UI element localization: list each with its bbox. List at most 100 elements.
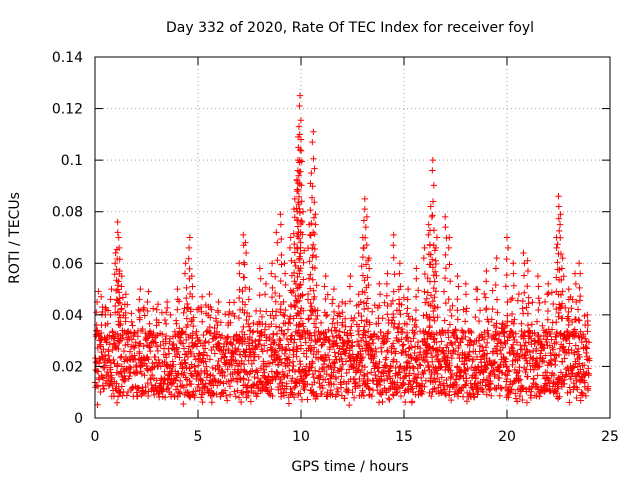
data-point xyxy=(112,249,119,257)
data-point xyxy=(414,355,421,363)
data-point xyxy=(413,357,420,364)
data-point xyxy=(395,320,403,328)
data-point xyxy=(149,305,157,312)
data-point xyxy=(122,309,129,317)
data-point xyxy=(555,193,562,200)
data-point xyxy=(396,260,404,267)
data-point xyxy=(384,270,391,277)
data-point xyxy=(128,310,135,317)
data-point xyxy=(303,372,310,379)
data-point xyxy=(214,309,222,316)
data-point xyxy=(308,220,315,227)
data-point xyxy=(446,234,453,241)
data-point xyxy=(539,322,546,329)
data-point xyxy=(384,302,391,310)
data-point xyxy=(308,245,316,252)
data-point xyxy=(293,176,301,183)
data-point xyxy=(256,265,263,272)
data-point xyxy=(441,317,448,324)
data-point xyxy=(215,339,222,347)
data-point xyxy=(454,295,461,303)
data-point xyxy=(288,335,295,343)
data-point xyxy=(375,399,383,406)
data-point xyxy=(138,370,146,378)
data-point xyxy=(342,358,350,365)
data-point xyxy=(165,345,172,353)
data-point xyxy=(366,340,373,348)
data-point xyxy=(274,257,281,264)
data-point xyxy=(405,360,413,367)
data-point xyxy=(375,320,382,327)
data-point xyxy=(219,369,227,376)
data-point xyxy=(363,300,370,307)
data-point xyxy=(321,376,329,383)
data-point xyxy=(152,339,160,346)
data-point xyxy=(429,212,436,219)
data-point xyxy=(275,361,282,369)
data-point xyxy=(539,355,546,362)
data-point xyxy=(283,380,290,387)
data-point xyxy=(232,393,239,400)
data-point xyxy=(235,369,243,376)
data-point xyxy=(393,358,400,366)
data-point xyxy=(379,315,386,322)
data-point xyxy=(582,343,589,351)
data-point xyxy=(399,342,406,349)
data-point xyxy=(279,343,286,351)
data-point xyxy=(356,375,363,383)
data-point xyxy=(268,368,276,375)
data-point xyxy=(235,346,242,353)
data-point xyxy=(176,377,184,385)
data-point xyxy=(176,354,183,361)
data-point xyxy=(294,273,301,281)
data-point xyxy=(559,254,566,262)
data-point xyxy=(555,203,563,210)
data-point xyxy=(563,371,570,378)
y-tick-label: 0.06 xyxy=(52,256,83,272)
data-point xyxy=(162,320,170,328)
data-point xyxy=(314,312,321,320)
data-point xyxy=(329,296,337,303)
data-point xyxy=(549,319,556,326)
data-point xyxy=(221,353,228,360)
data-point xyxy=(220,380,227,387)
data-point xyxy=(385,368,392,375)
data-point xyxy=(491,371,499,378)
data-point xyxy=(486,386,493,394)
data-point xyxy=(387,300,395,308)
data-point xyxy=(140,306,147,313)
data-point xyxy=(308,303,315,310)
data-point xyxy=(343,369,350,377)
data-point xyxy=(180,400,187,408)
data-point xyxy=(320,360,328,368)
data-point xyxy=(276,324,283,331)
data-point xyxy=(117,369,125,377)
data-point xyxy=(242,239,249,246)
data-point xyxy=(144,367,152,374)
data-point xyxy=(341,315,349,322)
data-point xyxy=(240,231,247,239)
chart-title: Day 332 of 2020, Rate Of TEC Index for r… xyxy=(166,20,534,36)
data-point xyxy=(240,274,248,281)
data-point xyxy=(542,386,550,394)
data-point xyxy=(310,320,318,327)
data-point xyxy=(335,310,343,317)
data-point xyxy=(272,323,280,330)
data-point xyxy=(341,395,348,402)
data-point xyxy=(354,327,362,335)
data-point xyxy=(309,276,316,283)
data-point xyxy=(473,296,481,303)
data-point xyxy=(570,364,578,371)
data-point xyxy=(345,337,353,344)
data-point xyxy=(290,339,298,346)
data-point xyxy=(306,258,313,265)
data-point xyxy=(386,396,393,403)
data-point xyxy=(293,205,300,212)
data-point xyxy=(361,289,369,296)
data-point xyxy=(553,389,561,397)
data-point xyxy=(355,291,362,298)
data-point xyxy=(557,369,565,376)
data-point xyxy=(230,299,238,306)
data-point xyxy=(536,393,543,400)
data-point xyxy=(428,392,435,400)
